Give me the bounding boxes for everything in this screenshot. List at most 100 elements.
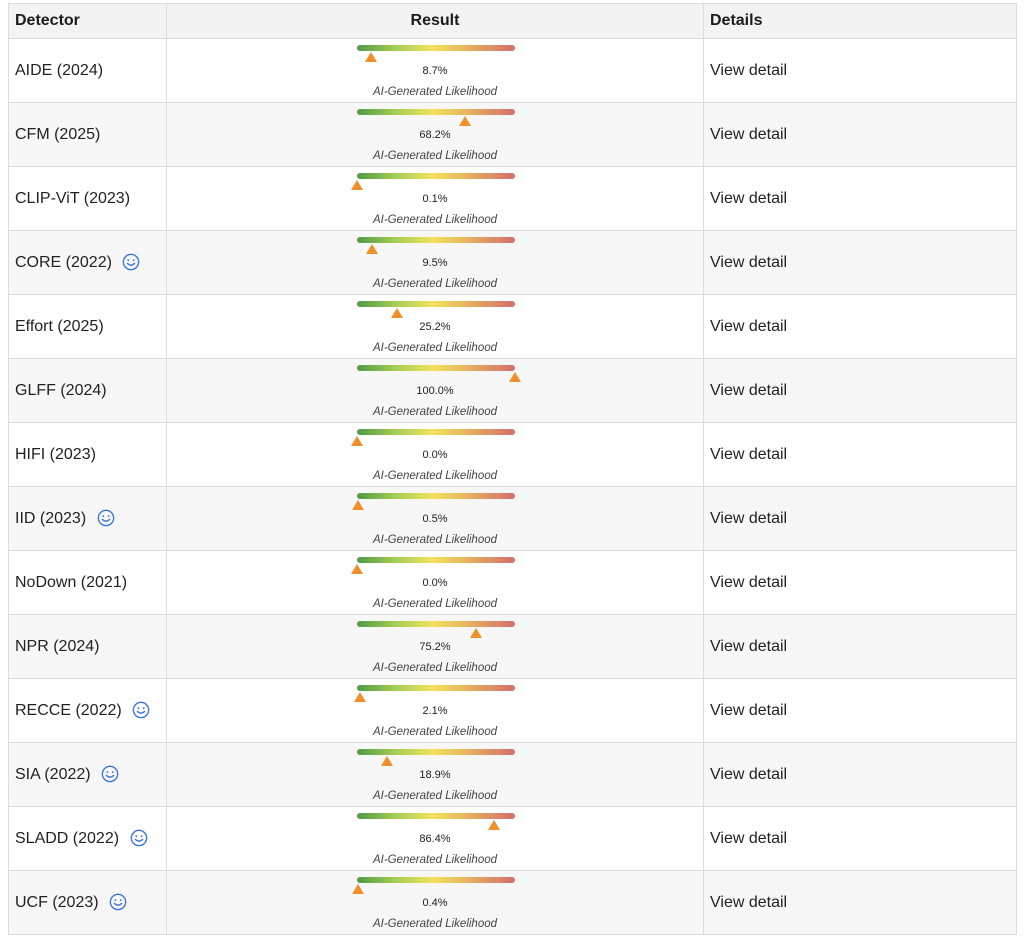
view-detail-link[interactable]: View detail — [703, 486, 1017, 551]
detector-name: NPR (2024) — [15, 637, 100, 655]
likelihood-percent: 0.0% — [422, 449, 448, 461]
likelihood-label: AI-Generated Likelihood — [372, 918, 498, 930]
detector-cell: RECCE (2022) — [8, 678, 167, 743]
view-detail-link[interactable]: View detail — [703, 358, 1017, 423]
likelihood-label: AI-Generated Likelihood — [372, 406, 498, 418]
likelihood-marker-icon — [390, 308, 403, 318]
table-header-row: Detector Result Details — [8, 3, 1017, 39]
result-cell: 9.5% AI-Generated Likelihood — [166, 230, 704, 295]
result-cell: 18.9% AI-Generated Likelihood — [166, 742, 704, 807]
likelihood-gauge-bar — [357, 237, 515, 254]
detector-name: CLIP-ViT (2023) — [15, 189, 131, 207]
result-cell: 8.7% AI-Generated Likelihood — [166, 38, 704, 103]
likelihood-percent: 0.0% — [422, 577, 448, 589]
detector-cell: UCF (2023) — [8, 870, 167, 935]
view-detail-link[interactable]: View detail — [703, 678, 1017, 743]
likelihood-gauge-bar — [351, 173, 515, 190]
result-cell: 100.0% AI-Generated Likelihood — [166, 358, 704, 423]
likelihood-label: AI-Generated Likelihood — [372, 342, 498, 354]
likelihood-label: AI-Generated Likelihood — [372, 790, 498, 802]
table-row: AIDE (2024) 8.7% AI-Generated Likelihood… — [8, 38, 1017, 103]
table-row: GLFF (2024) 100.0% AI-Generated Likeliho… — [8, 358, 1017, 423]
view-detail-link[interactable]: View detail — [703, 294, 1017, 359]
detector-name: IID (2023) — [15, 510, 87, 527]
likelihood-marker-icon — [509, 372, 521, 382]
detector-cell: AIDE (2024) — [8, 38, 167, 103]
smiley-face-icon — [132, 701, 150, 719]
likelihood-marker-icon — [364, 52, 377, 62]
likelihood-gauge-bar — [351, 493, 515, 510]
view-detail-link[interactable]: View detail — [703, 230, 1017, 295]
detector-name: GLFF (2024) — [15, 381, 107, 399]
likelihood-percent: 2.1% — [422, 705, 448, 717]
detector-name: UCF (2023) — [15, 894, 99, 911]
likelihood-marker-icon — [351, 500, 364, 510]
detector-name: RECCE (2022) — [15, 702, 122, 719]
view-detail-link[interactable]: View detail — [703, 422, 1017, 487]
detector-cell: IID (2023) — [8, 486, 167, 551]
view-detail-link[interactable]: View detail — [703, 166, 1017, 231]
smiley-face-icon — [123, 253, 140, 271]
view-detail-link[interactable]: View detail — [703, 742, 1017, 807]
table-row: HIFI (2023) 0.0% AI-Generated Likelihood… — [8, 422, 1017, 487]
table-row: CFM (2025) 68.2% AI-Generated Likelihood… — [8, 102, 1017, 167]
view-detail-link[interactable]: View detail — [703, 614, 1017, 679]
detector-name: Effort (2025) — [15, 317, 104, 335]
view-detail-link[interactable]: View detail — [703, 38, 1017, 103]
smiley-face-icon — [101, 765, 119, 783]
likelihood-label: AI-Generated Likelihood — [372, 214, 498, 226]
table-row: SIA (2022) 18.9% AI-Generated Likelihood… — [8, 742, 1017, 807]
likelihood-label: AI-Generated Likelihood — [372, 534, 498, 546]
view-detail-link[interactable]: View detail — [703, 806, 1017, 871]
table-row: IID (2023) 0.5% AI-Generated Likelihood … — [8, 486, 1017, 551]
likelihood-marker-icon — [458, 116, 471, 126]
detector-cell: NoDown (2021) — [8, 550, 167, 615]
likelihood-label: AI-Generated Likelihood — [372, 86, 498, 98]
detector-results-table: Detector Result Details AIDE (2024) 8.7%… — [8, 3, 1017, 935]
table-row: CLIP-ViT (2023) 0.1% AI-Generated Likeli… — [8, 166, 1017, 231]
header-details: Details — [703, 3, 1017, 39]
likelihood-label: AI-Generated Likelihood — [372, 470, 498, 482]
result-cell: 0.0% AI-Generated Likelihood — [166, 422, 704, 487]
table-row: RECCE (2022) 2.1% AI-Generated Likelihoo… — [8, 678, 1017, 743]
detector-name: SLADD (2022) — [15, 830, 120, 847]
result-cell: 86.4% AI-Generated Likelihood — [166, 806, 704, 871]
likelihood-percent: 18.9% — [419, 769, 451, 781]
header-detector: Detector — [8, 3, 167, 39]
likelihood-percent: 100.0% — [416, 385, 454, 397]
likelihood-label: AI-Generated Likelihood — [372, 854, 498, 866]
likelihood-marker-icon — [351, 180, 364, 190]
likelihood-gauge-bar — [357, 621, 515, 638]
detector-cell: CFM (2025) — [8, 102, 167, 167]
likelihood-gauge-bar — [357, 45, 515, 62]
smiley-face-icon — [109, 893, 127, 911]
likelihood-gauge-bar — [357, 813, 515, 830]
likelihood-gauge-bar — [351, 429, 515, 446]
likelihood-gauge-bar — [351, 557, 515, 574]
likelihood-percent: 8.7% — [422, 65, 448, 77]
detector-cell: Effort (2025) — [8, 294, 167, 359]
likelihood-percent: 75.2% — [419, 641, 451, 653]
likelihood-marker-icon — [380, 756, 393, 766]
likelihood-marker-icon — [354, 692, 367, 702]
detector-name: NoDown (2021) — [15, 573, 128, 591]
detector-name: HIFI (2023) — [15, 445, 96, 463]
detector-cell: NPR (2024) — [8, 614, 167, 679]
result-cell: 25.2% AI-Generated Likelihood — [166, 294, 704, 359]
view-detail-link[interactable]: View detail — [703, 870, 1017, 935]
likelihood-gauge-bar — [351, 877, 515, 894]
likelihood-gauge-bar — [357, 365, 521, 382]
likelihood-label: AI-Generated Likelihood — [372, 662, 498, 674]
detector-cell: SIA (2022) — [8, 742, 167, 807]
likelihood-percent: 9.5% — [422, 257, 448, 269]
view-detail-link[interactable]: View detail — [703, 550, 1017, 615]
view-detail-link[interactable]: View detail — [703, 102, 1017, 167]
detector-name: AIDE (2024) — [15, 61, 104, 79]
result-cell: 68.2% AI-Generated Likelihood — [166, 102, 704, 167]
result-cell: 0.1% AI-Generated Likelihood — [166, 166, 704, 231]
detector-name: CFM (2025) — [15, 125, 101, 143]
likelihood-percent: 86.4% — [419, 833, 451, 845]
likelihood-gauge-bar — [357, 109, 515, 126]
detector-name: SIA (2022) — [15, 766, 91, 783]
likelihood-label: AI-Generated Likelihood — [372, 598, 498, 610]
